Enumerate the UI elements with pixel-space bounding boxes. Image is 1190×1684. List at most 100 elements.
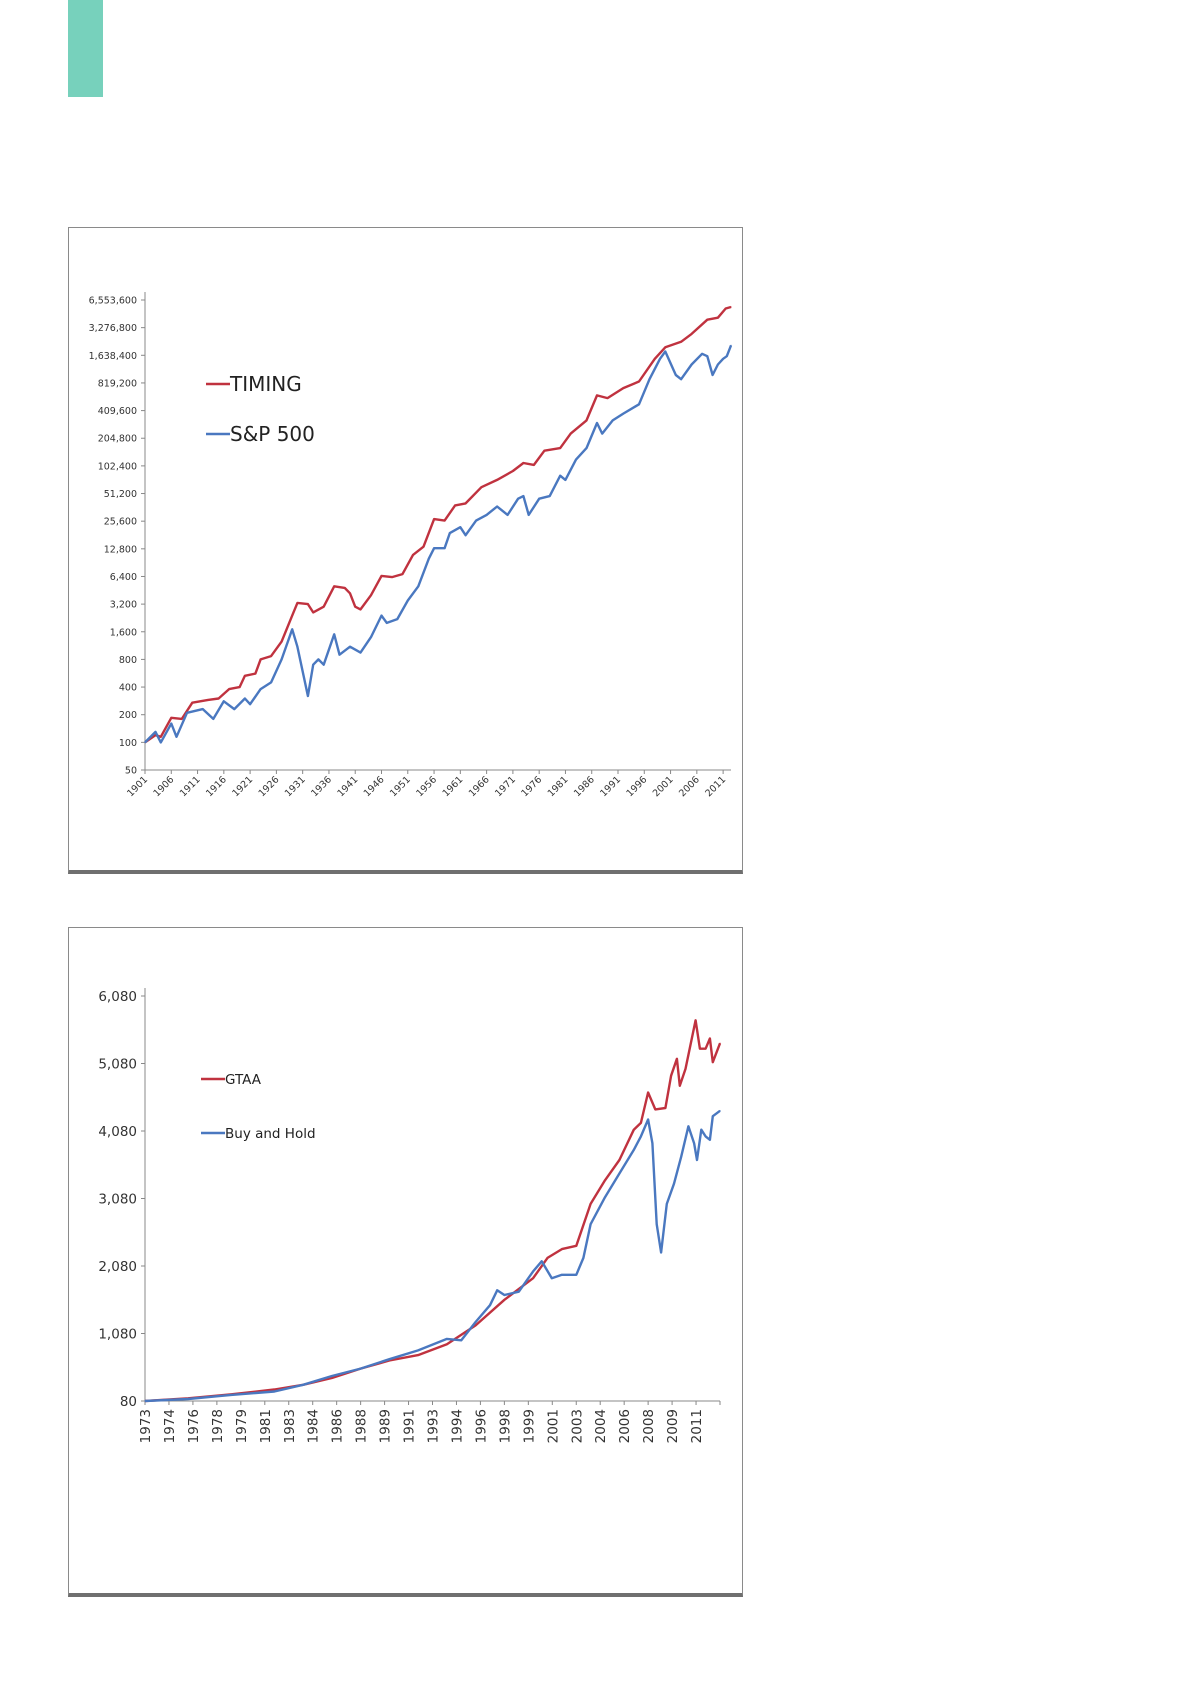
data-point <box>170 723 172 725</box>
data-point <box>370 594 372 596</box>
data-point <box>412 554 414 556</box>
data-point <box>233 708 235 710</box>
x-tick-label: 2006 <box>617 1409 633 1443</box>
data-point <box>244 675 246 677</box>
data-point <box>648 378 651 380</box>
x-tick-label: 2004 <box>593 1409 609 1443</box>
data-point <box>160 736 162 738</box>
x-tick-label: 1951 <box>388 774 413 799</box>
data-point <box>590 1203 592 1205</box>
x-tick-label: 1973 <box>138 1409 154 1443</box>
y-tick-label: 6,553,600 <box>89 296 137 307</box>
data-point <box>396 618 398 620</box>
data-point <box>712 374 714 376</box>
data-point <box>651 1142 654 1144</box>
y-tick-label: 1,638,400 <box>89 351 137 362</box>
x-tick-label: 1998 <box>497 1409 513 1443</box>
legend-label: TIMING <box>229 372 302 396</box>
data-point <box>154 731 157 733</box>
data-point <box>349 592 351 594</box>
data-point <box>532 1270 534 1272</box>
y-tick-label: 200 <box>119 710 137 721</box>
y-tick-label: 204,800 <box>98 434 137 445</box>
data-point <box>551 1277 553 1279</box>
x-tick-label: 1926 <box>257 774 282 799</box>
data-point <box>333 633 335 635</box>
data-point <box>564 479 567 481</box>
data-point <box>522 462 525 464</box>
data-point <box>612 419 614 422</box>
data-point <box>659 358 661 360</box>
data-point <box>638 403 640 405</box>
x-tick-label: 2008 <box>641 1409 657 1443</box>
data-point <box>512 470 514 472</box>
y-tick-label: 819,200 <box>98 378 137 389</box>
data-point <box>228 688 230 690</box>
data-point <box>296 646 299 648</box>
data-point <box>533 464 535 466</box>
data-point <box>633 1129 635 1131</box>
data-point <box>596 422 598 424</box>
series-line-buy-and-hold <box>144 1109 721 1403</box>
data-point <box>687 1125 689 1127</box>
x-tick-label: 1981 <box>258 1409 274 1443</box>
data-point <box>302 1384 304 1386</box>
data-point <box>464 534 467 536</box>
data-point <box>517 498 519 500</box>
y-tick-label: 25,600 <box>104 517 137 528</box>
series-line-s-p-500 <box>144 344 733 744</box>
data-point <box>676 1058 678 1060</box>
data-point <box>575 1274 577 1276</box>
x-tick-label: 1991 <box>402 1409 418 1443</box>
data-point <box>722 358 724 360</box>
data-point <box>207 699 209 701</box>
data-point <box>307 695 309 697</box>
x-tick-label: 1988 <box>354 1409 370 1443</box>
data-point <box>460 1339 462 1341</box>
y-tick-label: 3,200 <box>110 600 137 611</box>
data-point <box>331 1377 333 1379</box>
x-tick-label: 1916 <box>204 774 229 799</box>
data-point <box>618 1159 620 1161</box>
data-point <box>446 1338 448 1340</box>
x-tick-label: 1966 <box>467 774 492 799</box>
data-point <box>307 603 309 605</box>
x-tick-label: 1984 <box>306 1409 322 1443</box>
x-tick-label: 1983 <box>282 1409 298 1443</box>
data-point <box>475 519 477 522</box>
y-tick-label: 6,080 <box>98 989 137 1005</box>
data-point <box>338 654 341 656</box>
data-point <box>449 532 451 534</box>
data-point <box>561 1248 563 1250</box>
data-point <box>260 658 262 661</box>
data-point <box>417 1354 419 1356</box>
data-point <box>622 412 624 415</box>
data-point <box>443 547 446 549</box>
data-point <box>647 1091 649 1094</box>
data-point <box>601 433 603 435</box>
x-tick-label: 1931 <box>283 774 308 799</box>
data-point <box>680 378 682 380</box>
x-tick-label: 1941 <box>335 774 360 799</box>
data-point <box>433 518 435 520</box>
x-tick-label: 1956 <box>414 774 439 799</box>
y-tick-label: 1,600 <box>110 627 137 638</box>
data-point <box>475 1324 477 1326</box>
data-point <box>281 658 283 661</box>
data-point <box>391 576 393 578</box>
data-point <box>633 1149 635 1151</box>
data-point <box>679 1085 681 1087</box>
data-point <box>446 1343 448 1345</box>
data-point <box>561 1274 563 1276</box>
data-point <box>144 741 146 743</box>
data-point <box>422 546 425 548</box>
data-point <box>359 651 362 654</box>
data-point <box>675 374 677 376</box>
data-point <box>541 1260 543 1262</box>
data-point <box>640 1135 642 1137</box>
data-point <box>699 1048 701 1050</box>
data-point <box>217 697 220 700</box>
data-point <box>281 641 283 643</box>
data-point <box>706 319 708 321</box>
